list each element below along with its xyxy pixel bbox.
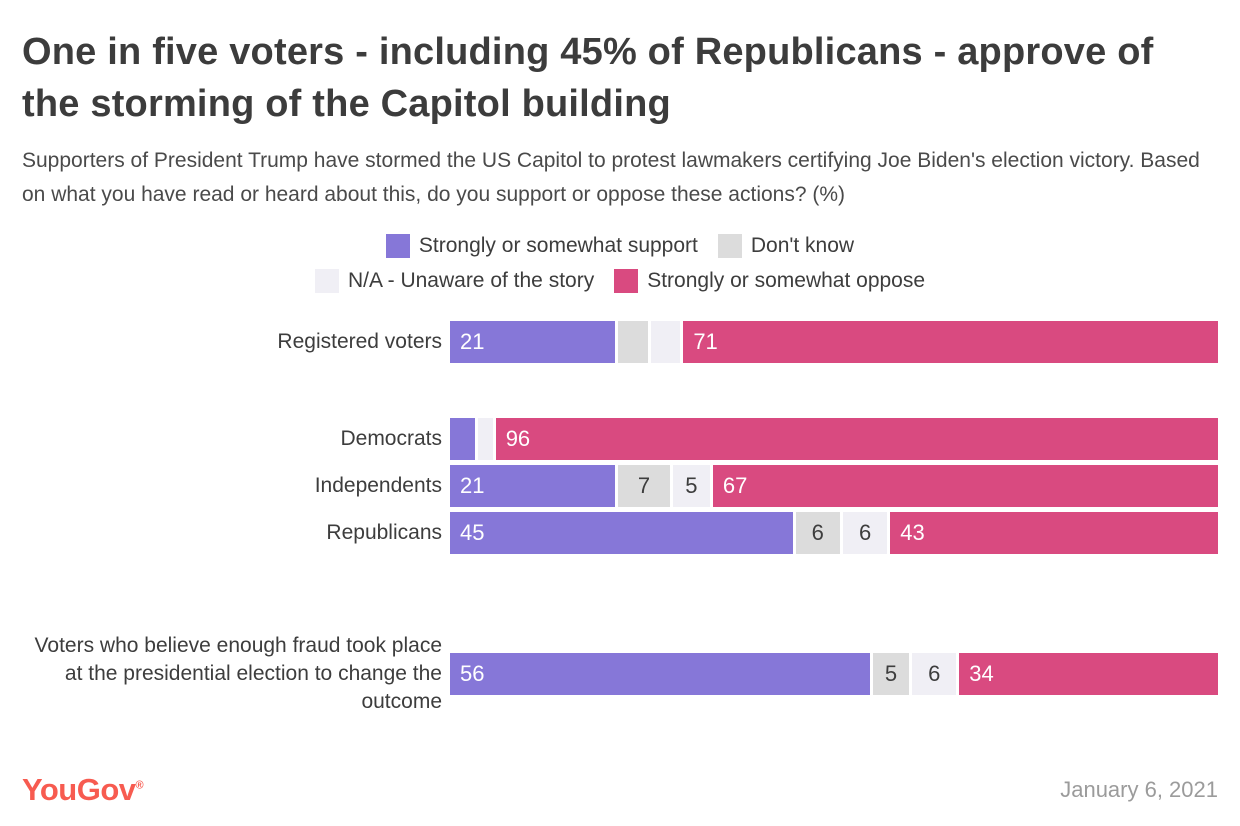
stacked-bar: 45 6 6 43 [450, 512, 1218, 554]
legend-item: Strongly or somewhat oppose [614, 269, 925, 293]
bar-segment: 5 [872, 653, 910, 695]
bar-segment [477, 418, 493, 460]
chart-row: Registered voters 21 71 [22, 321, 1218, 363]
bar-segment [618, 321, 648, 363]
category-label: Registered voters [277, 330, 442, 353]
chart-row: Republicans 45 6 6 43 [22, 512, 1218, 554]
chart-row: Independents 21 7 5 67 [22, 465, 1218, 507]
chart-row: Democrats 96 [22, 418, 1218, 460]
bar-value: 45 [460, 520, 485, 545]
bar-segment: 7 [618, 465, 670, 507]
stacked-bar: 56 5 6 34 [450, 653, 1218, 695]
bar-group: Democrats 96 Independents 21 7 5 67 Republicans… [22, 418, 1218, 554]
stacked-bar: 21 71 [450, 321, 1218, 363]
bar-segment: 96 [495, 418, 1218, 460]
bar-segment: 5 [672, 465, 710, 507]
bar-segment: 67 [712, 465, 1218, 507]
stacked-bar: 96 [450, 418, 1218, 460]
page-subtitle: Supporters of President Trump have storm… [22, 149, 1200, 206]
bar-group: Voters who believe enough fraud took pla… [22, 632, 1218, 716]
legend-label: Strongly or somewhat support [418, 234, 698, 257]
bar-segment: 21 [450, 321, 616, 363]
bar-value: 71 [693, 329, 718, 354]
infographic: One in five voters - including 45% of Re… [22, 26, 1218, 808]
category-label: Independents [314, 474, 442, 497]
bar-value: 7 [637, 473, 651, 498]
stacked-bar: 21 7 5 67 [450, 465, 1218, 507]
legend-row: Strongly or somewhat support Don't know [385, 234, 855, 258]
bar-value: 67 [722, 473, 748, 498]
legend-swatch-icon [385, 234, 410, 258]
footer: YouGov® January 6, 2021 [22, 772, 1218, 808]
bar-value: 6 [811, 520, 824, 545]
legend-label: N/A - Unaware of the story [347, 269, 595, 292]
bar-chart: Registered voters 21 71 Democrats 96 Independ… [22, 321, 1218, 716]
category-label: Democrats [340, 427, 442, 450]
bar-segment: 21 [450, 465, 616, 507]
logo-text: YouGov [22, 772, 136, 807]
legend-item: N/A - Unaware of the story [314, 269, 595, 293]
category-label: Republicans [326, 521, 442, 544]
legend-label: Don't know [750, 234, 855, 257]
bar-segment: 6 [912, 653, 957, 695]
bar-value: 96 [505, 426, 531, 451]
bar-segment: 6 [795, 512, 840, 554]
bar-value: 6 [928, 661, 941, 686]
legend-row: N/A - Unaware of the story Strongly or so… [314, 269, 925, 293]
legend-swatch-icon [614, 269, 639, 293]
bar-segment [450, 418, 475, 460]
chart-date: January 6, 2021 [1060, 777, 1218, 802]
bar-value: 34 [969, 661, 994, 686]
bar-segment: 6 [842, 512, 888, 554]
legend-label: Strongly or somewhat oppose [647, 269, 926, 292]
category-label: Voters who believe enough fraud took pla… [34, 634, 442, 713]
legend-item: Don't know [717, 234, 855, 258]
bar-segment: 34 [959, 653, 1218, 695]
registered-mark: ® [135, 779, 144, 792]
bar-value: 5 [685, 473, 698, 498]
bar-value: 56 [460, 661, 485, 686]
chart-row: Voters who believe enough fraud took pla… [22, 632, 1218, 716]
legend-item: Strongly or somewhat support [385, 234, 698, 258]
legend-swatch-icon [314, 269, 339, 293]
bar-segment: 71 [683, 321, 1218, 363]
yougov-logo: YouGov® [22, 772, 144, 808]
bar-value: 6 [858, 520, 872, 545]
bar-group: Registered voters 21 71 [22, 321, 1218, 363]
bar-segment: 43 [890, 512, 1218, 554]
bar-value: 21 [460, 329, 485, 354]
bar-segment: 45 [450, 512, 793, 554]
legend-swatch-icon [717, 234, 742, 258]
bar-segment [650, 321, 681, 363]
bar-value: 43 [900, 520, 925, 545]
chart-legend: Strongly or somewhat support Don't know N/… [22, 234, 1218, 293]
bar-value: 5 [884, 661, 898, 686]
bar-segment: 56 [450, 653, 870, 695]
page-title: One in five voters - including 45% of Re… [22, 31, 1154, 125]
bar-value: 21 [460, 473, 485, 498]
